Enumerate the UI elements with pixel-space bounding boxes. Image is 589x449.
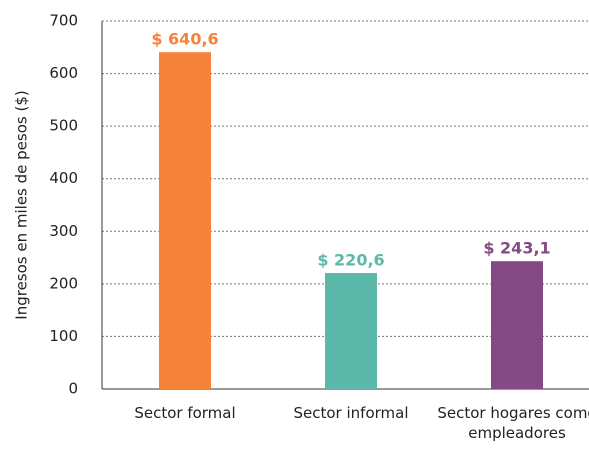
x-tick-label: Sector hogares como empleadores <box>437 404 589 442</box>
bar <box>491 261 543 389</box>
bar <box>159 52 211 390</box>
y-tick-label: 0 <box>68 380 78 398</box>
y-tick-label: 700 <box>49 12 78 30</box>
y-tick-label: 200 <box>49 274 78 292</box>
x-tick-label: Sector formal <box>134 404 236 422</box>
y-tick-label: 300 <box>49 222 78 240</box>
y-axis-label: Ingresos en miles de pesos ($) <box>13 90 31 319</box>
bar <box>325 273 377 389</box>
value-label: $ 243,1 <box>483 239 550 258</box>
x-tick-label: Sector informal <box>293 404 409 422</box>
y-tick-label: 400 <box>49 169 78 187</box>
value-label: $ 640,6 <box>151 30 218 49</box>
y-tick-label: 100 <box>49 327 78 345</box>
y-tick-label: 500 <box>49 117 78 135</box>
y-tick-label: 600 <box>49 64 78 82</box>
value-label: $ 220,6 <box>317 251 384 270</box>
